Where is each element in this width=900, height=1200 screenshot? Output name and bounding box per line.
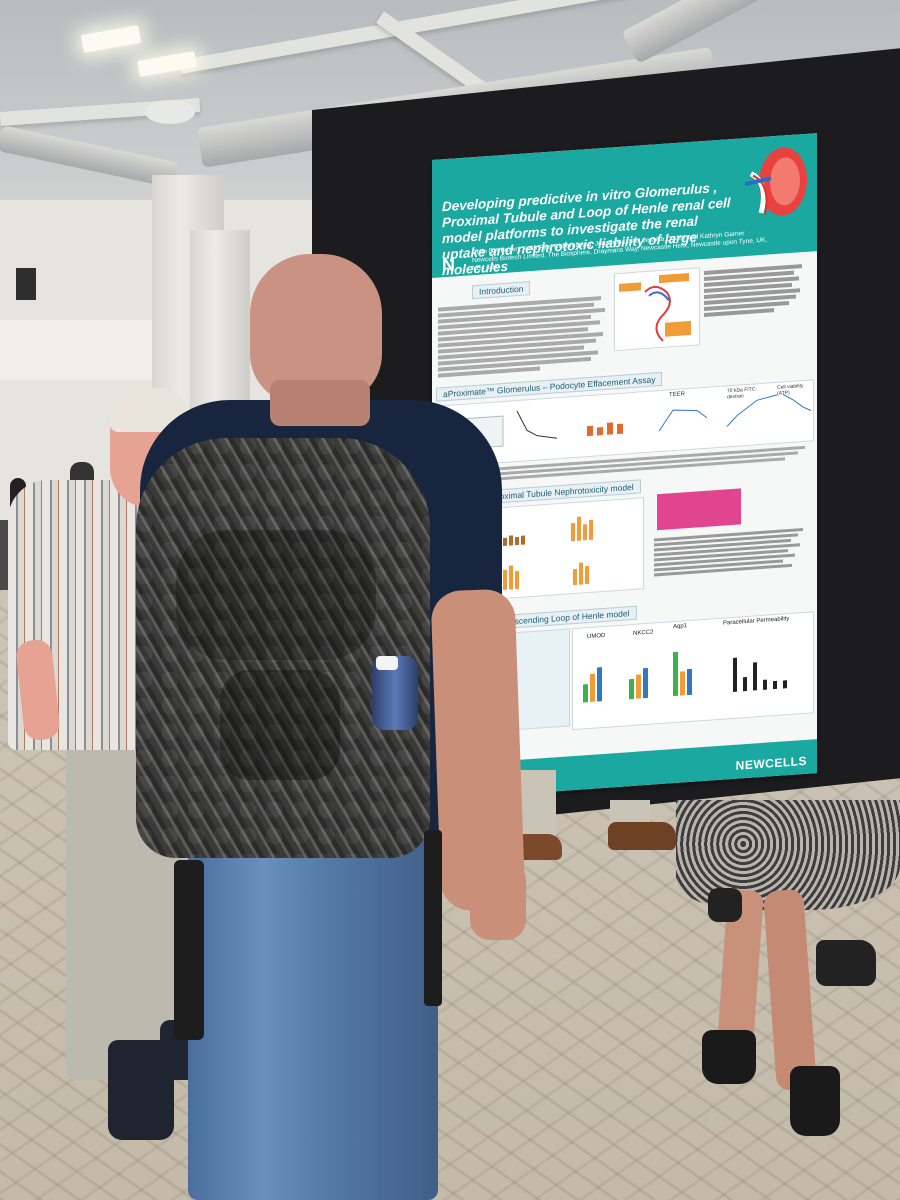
intro-text — [438, 294, 608, 380]
mezzanine-rail — [0, 320, 170, 380]
backpack-strap — [174, 860, 204, 1040]
loop-diagram — [512, 628, 570, 731]
figure-caption — [704, 262, 804, 319]
bald-head — [250, 254, 382, 404]
wedge-sandal — [790, 1066, 840, 1136]
section-introduction: Introduction — [472, 281, 531, 300]
backpack-pocket — [220, 670, 340, 780]
hand — [470, 860, 526, 940]
aqp1-label: Aqp1 — [673, 623, 688, 631]
umod-label: UMOD — [587, 632, 606, 641]
backpack-strap — [424, 830, 442, 1006]
proximal-caption — [654, 526, 806, 579]
highlight-table — [657, 488, 741, 531]
teer-label: TEER — [669, 391, 686, 399]
viability-label: Cell viability (ATP) — [777, 383, 804, 397]
kidney-icon — [744, 147, 807, 216]
wedge-sandal — [702, 1030, 756, 1084]
proximal-bar-charts — [503, 516, 593, 591]
speaker — [145, 100, 195, 124]
nephron-diagram — [619, 273, 691, 342]
nephron-figure — [614, 267, 700, 352]
accessibility-sign — [16, 268, 36, 300]
sneaker — [708, 888, 742, 922]
bottle-cap — [376, 656, 398, 670]
proximal-charts — [492, 497, 644, 600]
neck — [270, 380, 370, 426]
blue-jeans — [188, 830, 438, 1200]
shoe — [608, 822, 676, 850]
patterned-backpack — [136, 438, 430, 858]
backpack-pocket — [176, 530, 376, 660]
sneaker — [816, 940, 876, 986]
newcells-logo-letter: N — [442, 254, 455, 276]
loop-charts: UMOD NKCC2 Aqp1 Paracellular Permeabilit… — [572, 611, 814, 731]
loop-bar-charts — [583, 651, 787, 703]
